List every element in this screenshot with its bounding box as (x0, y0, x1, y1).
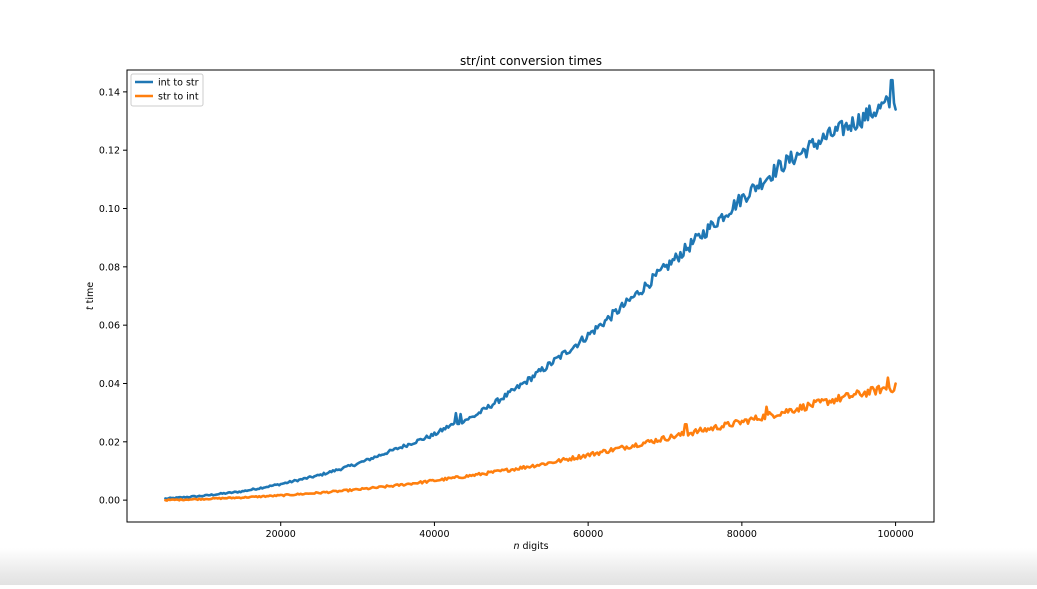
axes-frame (126, 69, 935, 523)
x-tick-label: 100000 (877, 529, 913, 540)
y-tick-label: 0.04 (99, 379, 120, 390)
legend: int to str str to int (130, 73, 204, 107)
x-axis: 20000 40000 60000 80000 100000 (266, 522, 914, 540)
y-tick-label: 0.08 (99, 262, 120, 273)
y-tick-label: 0.12 (99, 146, 120, 157)
series-line-int-to-str (164, 78, 897, 501)
bottom-fade (0, 548, 1037, 585)
y-axis-label-text: time (85, 282, 96, 307)
series-line-str-to-int (164, 376, 897, 502)
legend-label-int-to-str: int to str (158, 78, 199, 89)
y-axis: 0.00 0.02 0.04 0.06 0.08 0.10 0.12 0.14 (99, 87, 127, 507)
y-tick-label: 0.00 (99, 496, 120, 507)
x-tick-label: 60000 (573, 529, 603, 540)
x-axis-label: n digits (513, 541, 548, 552)
series-layer (164, 78, 897, 502)
y-axis-label: t time (85, 282, 96, 310)
y-tick-label: 0.06 (99, 321, 120, 332)
y-tick-label: 0.02 (99, 437, 120, 448)
y-tick-label: 0.10 (99, 204, 120, 215)
x-tick-label: 40000 (419, 529, 449, 540)
x-axis-label-italic: n (513, 541, 519, 552)
y-tick-label: 0.14 (99, 87, 120, 98)
y-axis-label-italic: t (85, 305, 96, 310)
legend-label-str-to-int: str to int (158, 92, 199, 103)
x-tick-label: 20000 (266, 529, 296, 540)
chart-title: str/int conversion times (460, 54, 602, 68)
x-tick-label: 80000 (727, 529, 757, 540)
x-axis-label-text: digits (519, 541, 548, 552)
